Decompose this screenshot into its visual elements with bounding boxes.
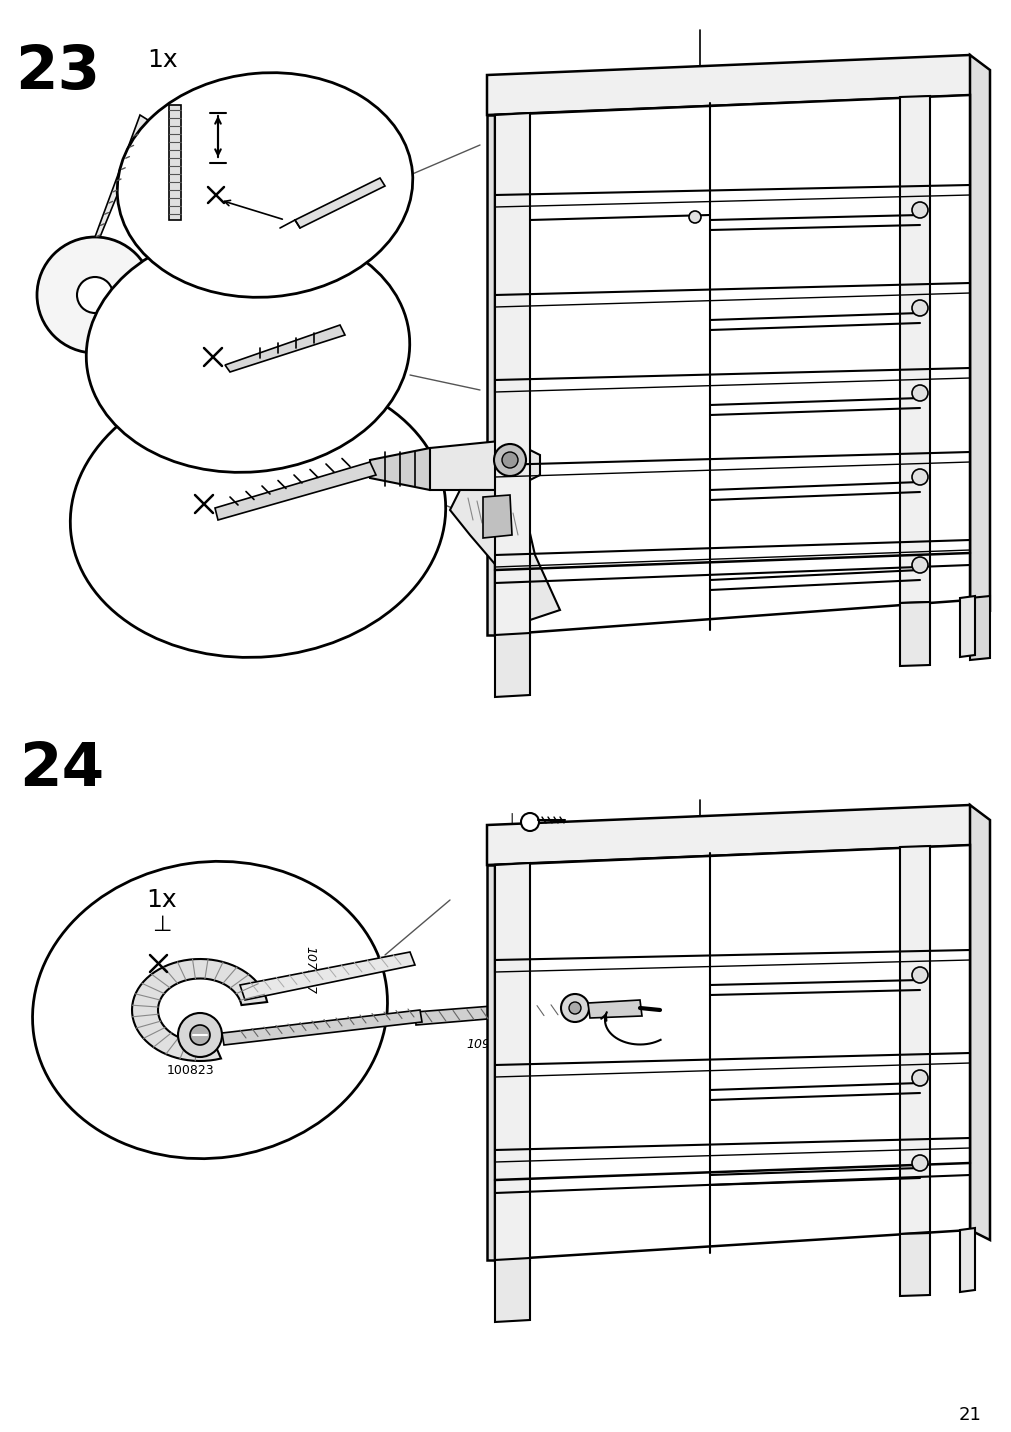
Text: 23: 23 <box>15 43 100 102</box>
Ellipse shape <box>117 73 412 298</box>
Text: 107967: 107967 <box>303 947 316 994</box>
Polygon shape <box>482 495 512 538</box>
Polygon shape <box>240 952 415 1000</box>
Text: ⊥: ⊥ <box>180 425 204 454</box>
Polygon shape <box>221 1010 422 1045</box>
Polygon shape <box>370 448 445 490</box>
Polygon shape <box>494 1257 530 1322</box>
Polygon shape <box>899 1233 929 1296</box>
Polygon shape <box>214 463 376 520</box>
Polygon shape <box>587 1000 641 1018</box>
Circle shape <box>911 299 927 316</box>
Circle shape <box>911 470 927 485</box>
Polygon shape <box>899 601 929 666</box>
Polygon shape <box>494 95 969 634</box>
Text: 24: 24 <box>19 740 104 799</box>
Text: ⊥: ⊥ <box>153 915 172 935</box>
Polygon shape <box>969 805 989 1240</box>
Circle shape <box>911 967 927 982</box>
Polygon shape <box>959 1229 974 1292</box>
Text: ⊥: ⊥ <box>504 811 519 829</box>
Polygon shape <box>959 596 974 657</box>
Polygon shape <box>494 845 969 1260</box>
Circle shape <box>911 202 927 218</box>
Text: 109048: 109048 <box>465 1038 514 1051</box>
Ellipse shape <box>86 228 409 473</box>
Polygon shape <box>969 596 989 660</box>
Circle shape <box>688 211 701 223</box>
Polygon shape <box>295 178 384 228</box>
Polygon shape <box>486 865 494 1260</box>
Circle shape <box>911 1156 927 1171</box>
Polygon shape <box>486 54 979 115</box>
Polygon shape <box>224 325 345 372</box>
Polygon shape <box>494 113 530 637</box>
Text: 100823: 100823 <box>166 1064 213 1077</box>
Circle shape <box>190 1025 210 1045</box>
Text: x: x <box>496 831 506 845</box>
Text: 1x: 1x <box>147 888 177 912</box>
Circle shape <box>493 444 526 475</box>
Polygon shape <box>95 115 148 238</box>
Polygon shape <box>131 959 267 1061</box>
Polygon shape <box>494 633 530 697</box>
Text: ⊥: ⊥ <box>525 86 542 105</box>
Circle shape <box>911 1070 927 1085</box>
Polygon shape <box>486 115 494 634</box>
Text: 21: 21 <box>957 1406 981 1423</box>
Ellipse shape <box>32 862 387 1158</box>
Polygon shape <box>415 1000 570 1025</box>
Ellipse shape <box>70 372 445 657</box>
Circle shape <box>77 276 113 314</box>
Polygon shape <box>899 96 929 603</box>
Polygon shape <box>430 440 540 490</box>
Circle shape <box>501 453 518 468</box>
Text: ⊥: ⊥ <box>244 107 266 132</box>
Polygon shape <box>486 805 979 865</box>
Polygon shape <box>494 863 530 1262</box>
Circle shape <box>521 813 539 831</box>
Circle shape <box>568 1002 580 1014</box>
Circle shape <box>178 1012 221 1057</box>
Circle shape <box>560 994 588 1022</box>
Polygon shape <box>169 105 181 221</box>
Polygon shape <box>899 846 929 1234</box>
Text: 1 1/2": 1 1/2" <box>301 149 352 168</box>
Circle shape <box>37 238 153 354</box>
Circle shape <box>911 385 927 401</box>
Text: x: x <box>528 105 538 122</box>
Polygon shape <box>450 490 559 620</box>
Circle shape <box>911 557 927 573</box>
Text: 1x: 1x <box>148 49 178 72</box>
Text: ⊥: ⊥ <box>180 286 204 314</box>
Polygon shape <box>969 54 989 610</box>
Text: (4 cm): (4 cm) <box>301 168 356 186</box>
